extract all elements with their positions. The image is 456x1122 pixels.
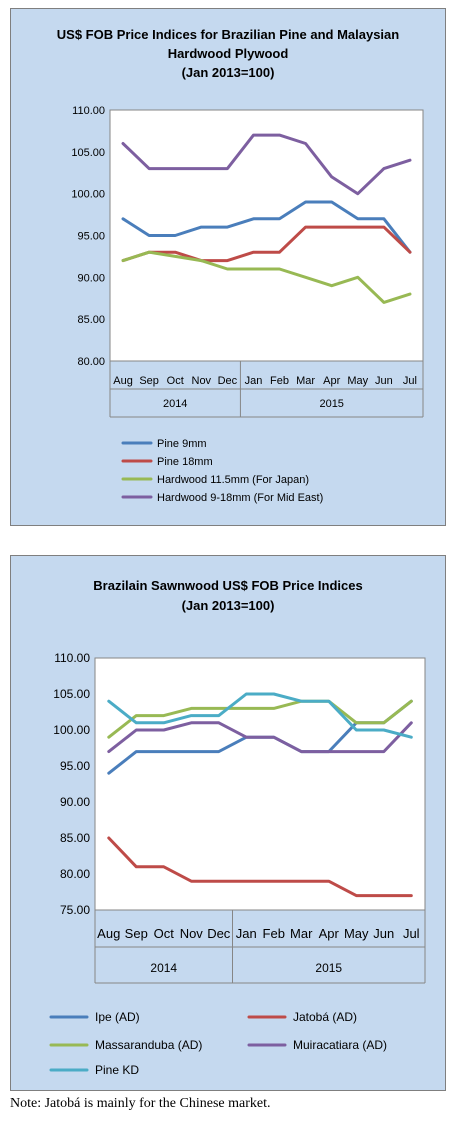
x-group-label: 2015 [319,398,343,410]
chart-title-line-1: US$ FOB Price Indices for Brazilian Pine… [56,27,400,42]
series-line-3 [107,699,413,739]
x-tick-label: Feb [263,926,285,941]
x-tick-label: Apr [323,375,340,387]
y-tick-label: 95.00 [60,759,90,773]
legend-label: Hardwood 11.5mm (For Japan) [157,474,309,486]
x-tick-label: Jul [403,375,417,387]
x-tick-label: Apr [319,926,340,941]
legend-label: Ipe (AD) [95,1010,140,1024]
chart-title-line-2: Hardwood Plywood [167,46,289,61]
y-tick-label: 100.00 [53,723,90,737]
x-tick-label: May [344,926,369,941]
plot-area [94,657,426,911]
sawnwood-chart-plot: 75.00 80.00 85.00 90.00 95.00 100.00 105.00 110… [49,651,426,1077]
x-tick-label: Sep [139,375,159,387]
x-tick-label: Jan [245,375,263,387]
legend-label: Pine 18mm [157,456,213,468]
x-tick-label: Nov [192,375,212,387]
legend-label: Muiracatiara (AD) [293,1038,387,1052]
x-tick-label: Mar [290,926,313,941]
chart-title-line-3: (Jan 2013=100) [181,65,275,80]
legend-label: Massaranduba (AD) [95,1038,202,1052]
plywood-price-chart: US$ FOB Price Indices for Brazilian Pine… [10,8,446,526]
y-tick-label: 110.00 [54,651,90,665]
y-tick-label: 95.00 [77,231,105,243]
x-tick-label: Aug [97,926,120,941]
series-line-5 [107,692,413,739]
legend-label: Jatobá (AD) [293,1010,357,1024]
legend-label: Pine KD [95,1063,139,1077]
x-group-label: 2014 [150,961,177,975]
y-tick-label: 75.00 [60,903,90,917]
x-tick-label: Aug [113,375,133,387]
series-line-2 [107,836,413,898]
x-group-label: 2014 [163,398,187,410]
y-tick-label: 80.00 [60,867,90,881]
chart-title-line-1: Brazilain Sawnwood US$ FOB Price Indices [93,578,363,593]
chart-title-line-2: (Jan 2013=100) [181,598,275,613]
x-tick-label: Sep [125,926,148,941]
x-tick-label: Oct [154,926,175,941]
series-line-4 [121,133,412,196]
series-line-4 [107,721,413,754]
y-tick-label: 110.00 [72,105,105,117]
series-line-2 [121,225,412,263]
x-tick-label: May [347,375,368,387]
y-tick-label: 90.00 [60,795,90,809]
y-tick-label: 100.00 [71,189,105,201]
series-line-1 [121,200,412,254]
x-tick-label: Jul [403,926,420,941]
y-tick-label: 85.00 [60,831,90,845]
x-tick-label: Nov [180,926,204,941]
series-line-3 [121,250,412,304]
x-tick-label: Feb [270,375,289,387]
x-tick-label: Mar [296,375,315,387]
footnote: Note: Jatobá is mainly for the Chinese m… [10,1096,271,1111]
x-tick-label: Dec [207,926,231,941]
x-tick-label: Jun [373,926,394,941]
x-tick-label: Dec [218,375,238,387]
x-tick-label: Jan [236,926,257,941]
y-tick-label: 90.00 [77,272,105,284]
sawnwood-price-chart: Brazilain Sawnwood US$ FOB Price Indices… [10,555,446,1091]
plywood-chart-plot: 80.00 85.00 90.00 95.00 100.00 105.00 110.00 Au… [71,105,424,504]
y-tick-label: 85.00 [77,314,105,326]
x-group-label: 2015 [315,961,342,975]
x-tick-label: Oct [167,375,184,387]
y-tick-label: 105.00 [71,147,105,159]
y-tick-label: 80.00 [77,356,105,368]
x-tick-label: Jun [375,375,393,387]
y-tick-label: 105.00 [53,687,90,701]
legend-label: Hardwood 9-18mm (For Mid East) [157,492,323,504]
legend-label: Pine 9mm [157,438,207,450]
